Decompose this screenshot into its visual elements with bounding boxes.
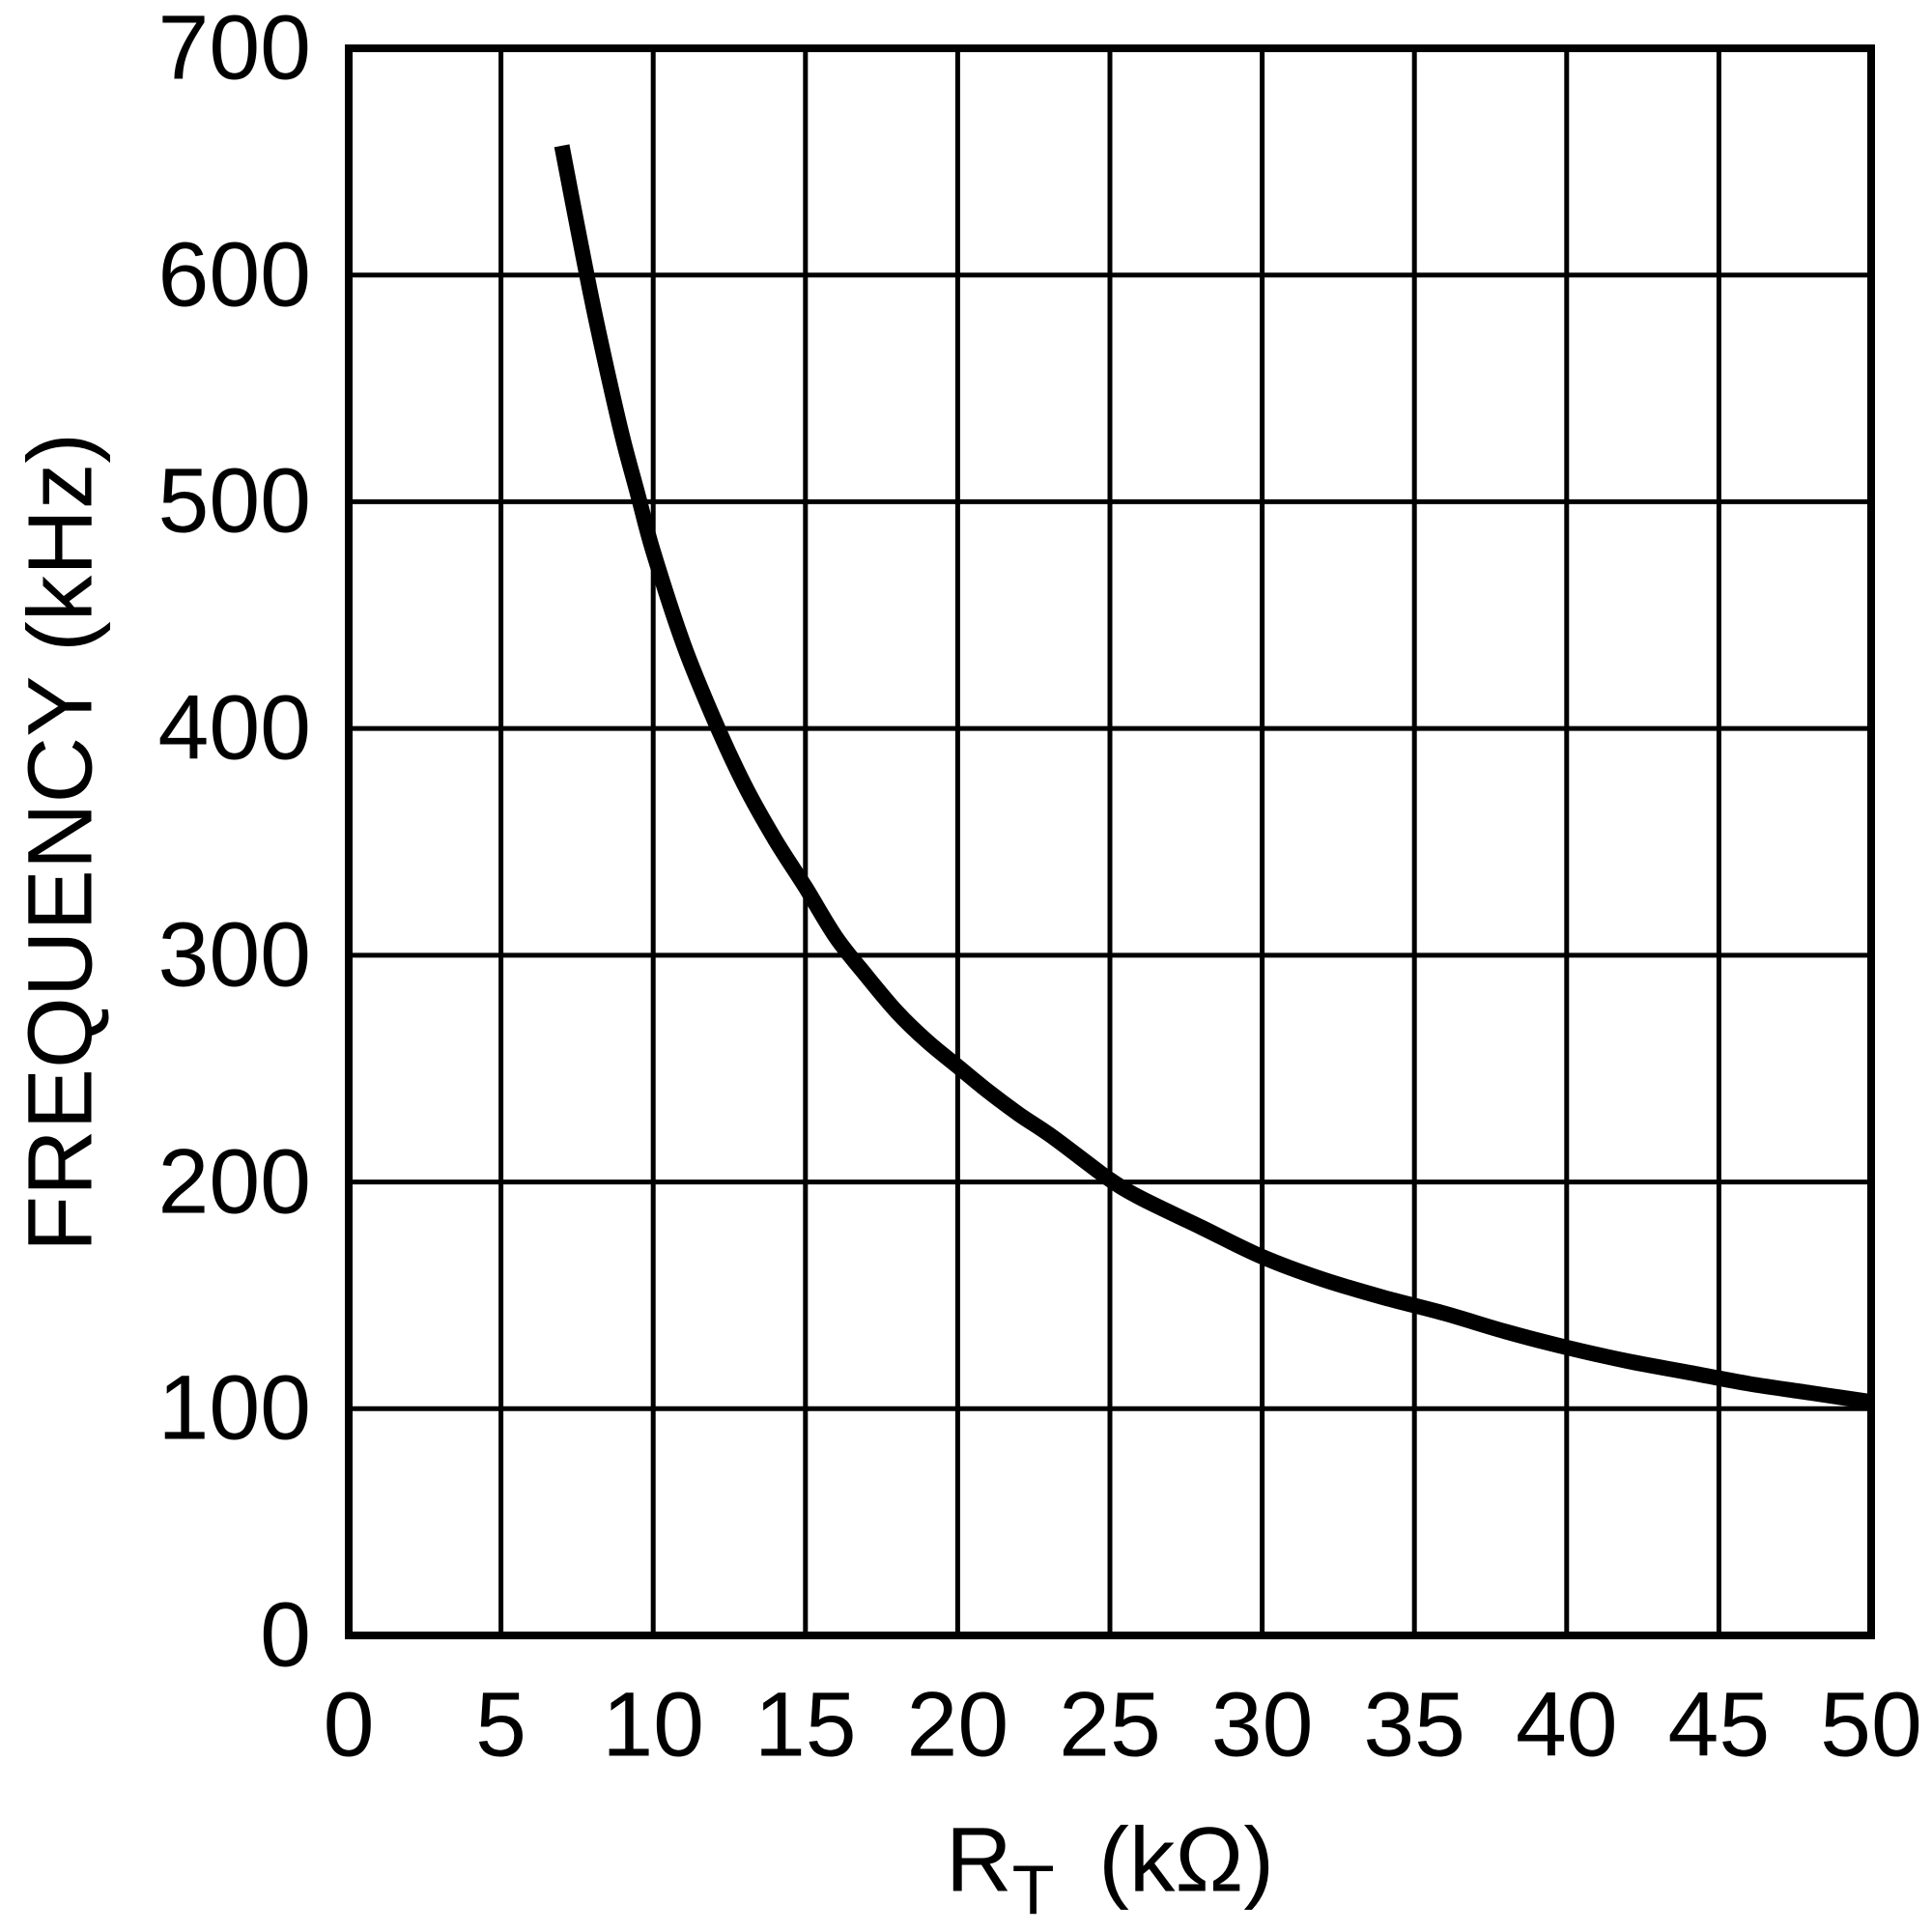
y-axis-title: FREQUENCY (kHz)	[9, 432, 112, 1252]
x-axis-title-subscript: T	[1011, 1852, 1055, 1930]
x-tick-label-30: 30	[1210, 1673, 1314, 1776]
x-tick-label-20: 20	[906, 1673, 1009, 1776]
y-tick-label-700: 700	[157, 0, 311, 99]
gridlines-group	[349, 48, 1871, 1635]
y-tick-label-100: 100	[157, 1356, 311, 1460]
x-tick-label-50: 50	[1820, 1673, 1922, 1776]
y-tick-label-400: 400	[157, 676, 311, 780]
plot-frame	[345, 44, 1875, 1639]
x-tick-label-15: 15	[753, 1673, 857, 1776]
y-tick-label-300: 300	[157, 903, 311, 1007]
y-tick-label-200: 200	[157, 1130, 311, 1234]
y-tick-label-0: 0	[260, 1583, 311, 1687]
x-axis-title: RT (kΩ)	[946, 1814, 1274, 1926]
frequency-curve	[554, 144, 1873, 1410]
y-tick-label-600: 600	[157, 223, 311, 327]
x-tick-label-0: 0	[323, 1673, 375, 1776]
x-tick-label-5: 5	[475, 1673, 527, 1776]
x-tick-label-40: 40	[1515, 1673, 1618, 1776]
x-tick-label-35: 35	[1363, 1673, 1466, 1776]
y-tick-label-500: 500	[157, 449, 311, 553]
x-tick-label-10: 10	[602, 1673, 705, 1776]
x-axis-title-unit: (kΩ)	[1098, 1808, 1274, 1912]
x-tick-label-45: 45	[1667, 1673, 1771, 1776]
x-axis-title-symbol: R	[946, 1808, 1012, 1912]
x-tick-label-25: 25	[1059, 1673, 1161, 1776]
